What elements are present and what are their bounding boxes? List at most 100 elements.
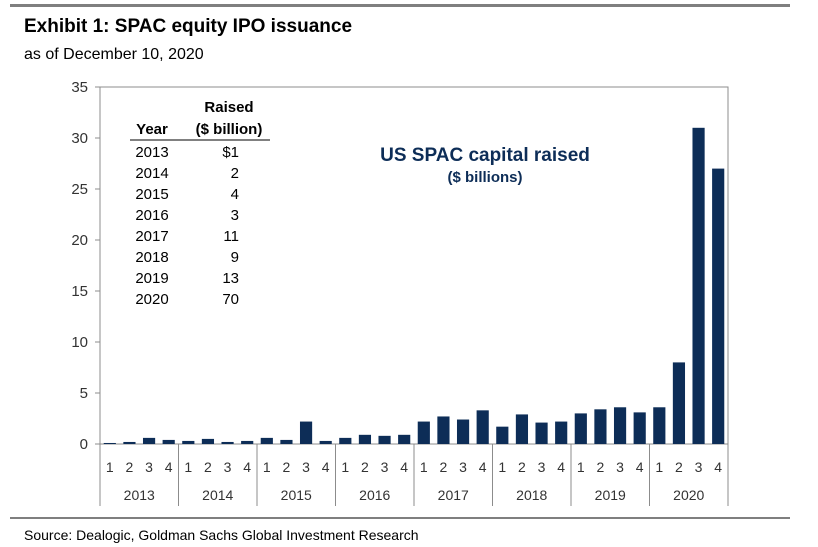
bar	[299, 421, 313, 444]
table-year-cell: 2014	[135, 165, 168, 182]
bar	[201, 438, 215, 444]
y-tick-label: 5	[80, 385, 88, 402]
bar	[123, 441, 136, 444]
x-tick-label: 3	[381, 459, 389, 475]
x-tick-label: 3	[459, 459, 467, 475]
x-tick-label: 4	[243, 459, 251, 475]
x-tick-label: 3	[538, 459, 546, 475]
x-year-label: 2020	[673, 487, 704, 503]
x-year-label: 2016	[359, 487, 390, 503]
chart-annotation-subtitle: ($ billions)	[448, 169, 523, 186]
bar	[692, 127, 705, 445]
bar	[456, 419, 470, 444]
x-tick-label: 3	[302, 459, 310, 475]
table-raised-cell: 11	[223, 228, 239, 245]
bar	[358, 434, 372, 444]
bar	[672, 362, 686, 444]
y-tick-label: 30	[71, 130, 88, 147]
x-year-label: 2015	[281, 487, 312, 503]
x-tick-label: 1	[498, 459, 506, 475]
y-tick-label: 20	[71, 232, 88, 249]
bar	[633, 412, 646, 444]
bar	[555, 421, 568, 444]
y-tick-label: 35	[71, 79, 88, 96]
annual-raised-table: Raised Year ($ billion) 2013 $1 2014 2 2015 4 201…	[130, 99, 270, 308]
x-tick-label: 1	[577, 459, 585, 475]
chart-annotation-title: US SPAC capital raised	[380, 145, 590, 166]
table-year-cell: 2020	[135, 291, 168, 308]
x-tick-label: 2	[440, 459, 448, 475]
bar	[496, 426, 509, 444]
table-raised-cell: $1	[222, 144, 239, 161]
table-raised-cell: 4	[231, 186, 239, 203]
x-tick-label: 1	[420, 459, 428, 475]
x-tick-label: 1	[263, 459, 271, 475]
bar	[241, 440, 254, 444]
bar	[613, 407, 627, 444]
x-tick-label: 4	[165, 459, 173, 475]
x-tick-label: 1	[655, 459, 663, 475]
table-raised-cell: 13	[222, 270, 239, 287]
bar	[142, 437, 156, 444]
source-note: Source: Dealogic, Goldman Sachs Global I…	[24, 527, 419, 543]
top-rule	[10, 4, 790, 7]
x-tick-label: 2	[126, 459, 134, 475]
bar	[574, 413, 587, 444]
x-year-label: 2013	[124, 487, 155, 503]
table-raised-cell: 70	[222, 291, 239, 308]
x-tick-label: 2	[361, 459, 369, 475]
x-tick-label: 1	[184, 459, 192, 475]
bottom-rule	[10, 517, 790, 519]
table-year-cell: 2018	[135, 249, 168, 266]
bar	[515, 414, 529, 444]
y-axis-labels: 0 5 10 15 20 25 30 35	[71, 79, 88, 453]
bar	[535, 422, 548, 444]
x-tick-label: 3	[224, 459, 232, 475]
bar	[653, 407, 666, 444]
table-year-cell: 2016	[135, 207, 168, 224]
bar	[594, 409, 607, 444]
bar	[162, 439, 175, 444]
bar	[712, 168, 725, 444]
x-tick-label: 4	[400, 459, 408, 475]
x-year-label: 2014	[202, 487, 233, 503]
x-tick-label: 3	[145, 459, 153, 475]
table-raised-cell: 9	[231, 249, 239, 266]
table-raised-cell: 2	[231, 165, 239, 182]
x-tick-label: 3	[695, 459, 703, 475]
x-year-label: 2019	[595, 487, 626, 503]
y-tick-label: 15	[71, 283, 88, 300]
x-tick-label: 2	[675, 459, 683, 475]
table-header-year: Year	[136, 121, 168, 138]
bar	[319, 440, 332, 444]
bar	[182, 440, 195, 444]
bar	[476, 410, 489, 444]
table-year-cell: 2013	[135, 144, 168, 161]
x-tick-label: 2	[204, 459, 212, 475]
y-tick-label: 10	[71, 334, 88, 351]
y-tick-label: 25	[71, 181, 88, 198]
bar	[378, 435, 391, 444]
table-header-raised: Raised	[204, 99, 253, 116]
bar	[221, 441, 234, 444]
x-tick-label: 1	[341, 459, 349, 475]
x-tick-label: 1	[106, 459, 114, 475]
bar	[339, 437, 352, 444]
exhibit-subtitle: as of December 10, 2020	[24, 46, 204, 63]
exhibit-title: Exhibit 1: SPAC equity IPO issuance	[24, 16, 353, 37]
bar	[103, 442, 116, 444]
x-tick-label: 4	[479, 459, 487, 475]
x-year-label: 2018	[516, 487, 547, 503]
chart-axes	[95, 86, 729, 506]
table-year-cell: 2017	[135, 228, 168, 245]
bar	[437, 416, 450, 444]
x-tick-label: 4	[636, 459, 644, 475]
table-raised-cell: 3	[231, 207, 239, 224]
x-tick-label: 3	[616, 459, 624, 475]
chart-bars	[103, 127, 725, 445]
table-year-cell: 2015	[135, 186, 168, 203]
plot-frame	[99, 86, 729, 445]
bar	[398, 434, 411, 444]
